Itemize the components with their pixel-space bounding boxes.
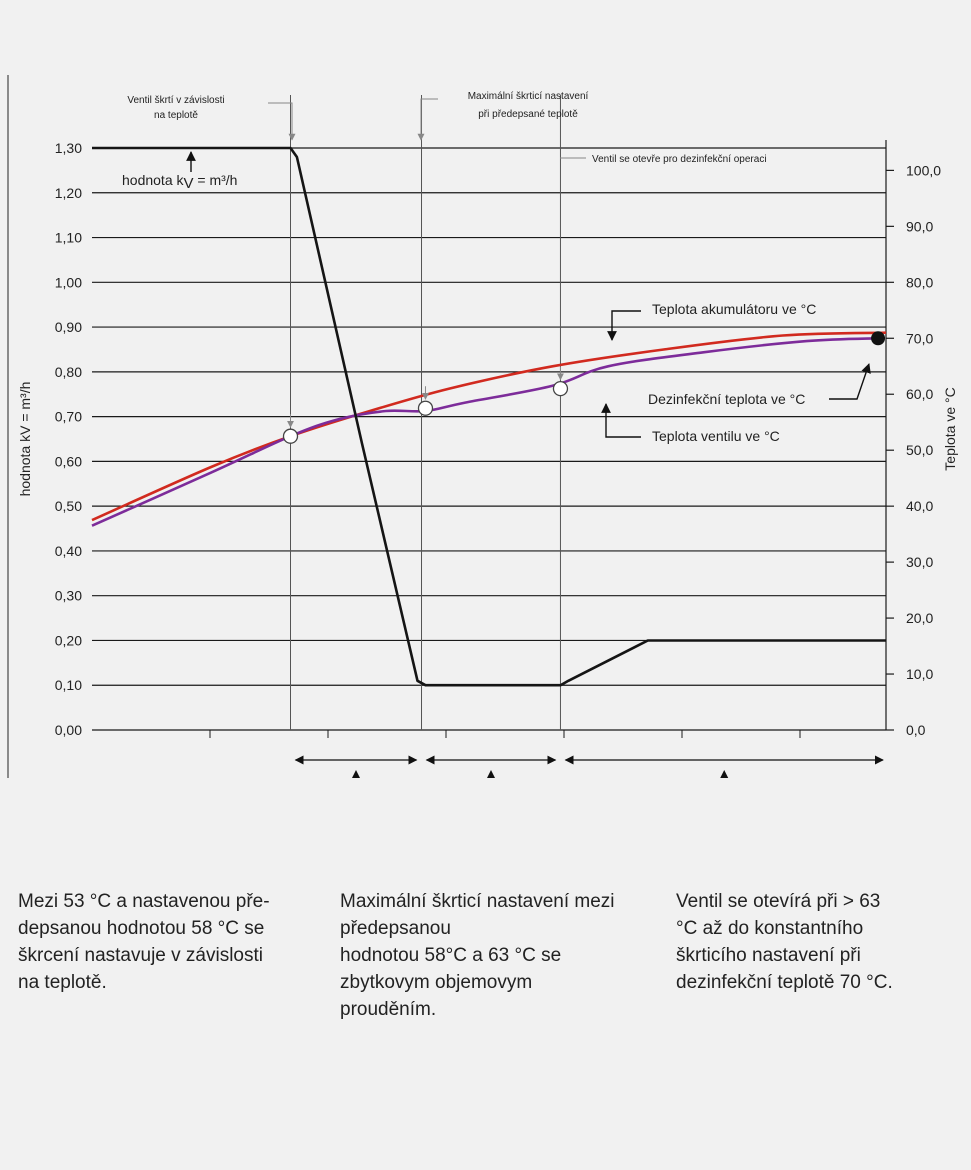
annotation-storage-temperature: Teplota akumulátoru ve °C [652, 301, 816, 317]
left-tick-label: 1,10 [55, 230, 82, 246]
series-line-kv-value [92, 146, 886, 687]
right-tick-label: 50,0 [906, 442, 933, 458]
annotation-valve-throttle: na teplotě [154, 110, 198, 121]
left-tick-label: 0,80 [55, 364, 82, 380]
note-line: škrcení nastavuje v závislosti [18, 945, 263, 966]
annotation-valve-temperature-leader [601, 403, 641, 438]
series-line-valve-temperature [91, 337, 879, 527]
note-line: na teplotě. [18, 972, 107, 993]
left-tick-label: 0,10 [55, 677, 82, 693]
annotation-disinfection-temperature-leader [829, 363, 871, 400]
phase-range-pointer [486, 770, 495, 778]
open-marker-point [552, 380, 569, 397]
left-tick-label: 0,90 [55, 319, 82, 335]
right-tick-label: 20,0 [906, 610, 933, 626]
right-tick-label: 40,0 [906, 498, 933, 514]
right-tick-label: 60,0 [906, 386, 933, 402]
annotation-valve-temperature: Teplota ventilu ve °C [652, 428, 780, 444]
annotation-disinfection-temperature: Dezinfekční teplota ve °C [648, 391, 805, 407]
note-line: °C až do konstantního [676, 918, 864, 939]
note-valve-opens: Ventil se otevírá při > 63 °C až do kons… [676, 888, 946, 996]
note-line: Ventil se otevírá při > 63 [676, 891, 881, 912]
left-tick-label: 1,20 [55, 185, 82, 201]
left-tick-label: 0,60 [55, 453, 82, 469]
right-tick-label: 30,0 [906, 554, 933, 570]
annotation-valve-throttle-leader [268, 102, 296, 141]
left-tick-label: 1,00 [55, 274, 82, 290]
right-tick-label: 100,0 [906, 162, 941, 178]
left-tick-label: 0,30 [55, 588, 82, 604]
note-temperature-dependent-throttling: Mezi 53 °C a nastavenou pře- depsanou ho… [18, 888, 303, 996]
left-axis-label: hodnota kV = m³/h [17, 382, 33, 497]
left-tick-label: 0,70 [55, 409, 82, 425]
kv-value-label: hodnota kV = m³/h [122, 172, 237, 192]
left-tick-label: 0,40 [55, 543, 82, 559]
note-line: hodnotou 58°C a 63 °C se [340, 945, 562, 966]
note-line: zbytkovym objemovym [340, 972, 533, 993]
phase-range-pointer [352, 770, 361, 778]
note-line: Maximální škrticí nastavení mezi [340, 891, 615, 912]
annotation-storage-temperature-leader [607, 310, 641, 341]
note-maximum-throttling: Maximální škrticí nastavení mezi předeps… [340, 888, 640, 1023]
annotation-max-throttle: Maximální škrticí nastavení [468, 91, 589, 102]
chart-figure: 0,00 0,10 0,20 0,30 0,40 0,50 0,60 0,70 0,80 0,90… [7, 75, 958, 778]
note-line: škrticího nastavení při [676, 945, 861, 966]
annotation-valve-throttle: Ventil škrtí v závislosti [127, 95, 224, 106]
chart-svg: 0,00 0,10 0,20 0,30 0,40 0,50 0,60 0,70 0,80 0,90… [7, 75, 958, 778]
phase-range-pointer [720, 770, 729, 778]
right-axis-label: Teplota ve °C [942, 387, 958, 470]
annotation-valve-opens: Ventil se otevře pro dezinfekční operaci [592, 154, 767, 165]
note-line: Mezi 53 °C a nastavenou pře- [18, 891, 270, 912]
annotation-max-throttle-leader [417, 98, 438, 141]
left-tick-label: 0,50 [55, 498, 82, 514]
right-tick-label: 70,0 [906, 330, 933, 346]
note-line: předepsanou [340, 918, 451, 939]
right-tick-label: 0,0 [906, 722, 926, 738]
note-line: dezinfekční teplotě 70 °C. [676, 972, 893, 993]
filled-marker-point [871, 331, 886, 346]
annotation-max-throttle: při předepsané teplotě [478, 109, 578, 120]
left-tick-label: 0,00 [55, 722, 82, 738]
note-line: prouděním. [340, 999, 437, 1020]
open-marker-point [417, 400, 434, 416]
right-tick-label: 10,0 [906, 666, 933, 682]
open-marker-point [282, 428, 299, 444]
left-tick-label: 1,30 [55, 140, 82, 156]
right-tick-label: 90,0 [906, 218, 933, 234]
right-tick-label: 80,0 [906, 274, 933, 290]
series-line-storage-temperature [91, 331, 887, 522]
left-tick-label: 0,20 [55, 632, 82, 648]
note-line: depsanou hodnotou 58 °C se [18, 918, 265, 939]
